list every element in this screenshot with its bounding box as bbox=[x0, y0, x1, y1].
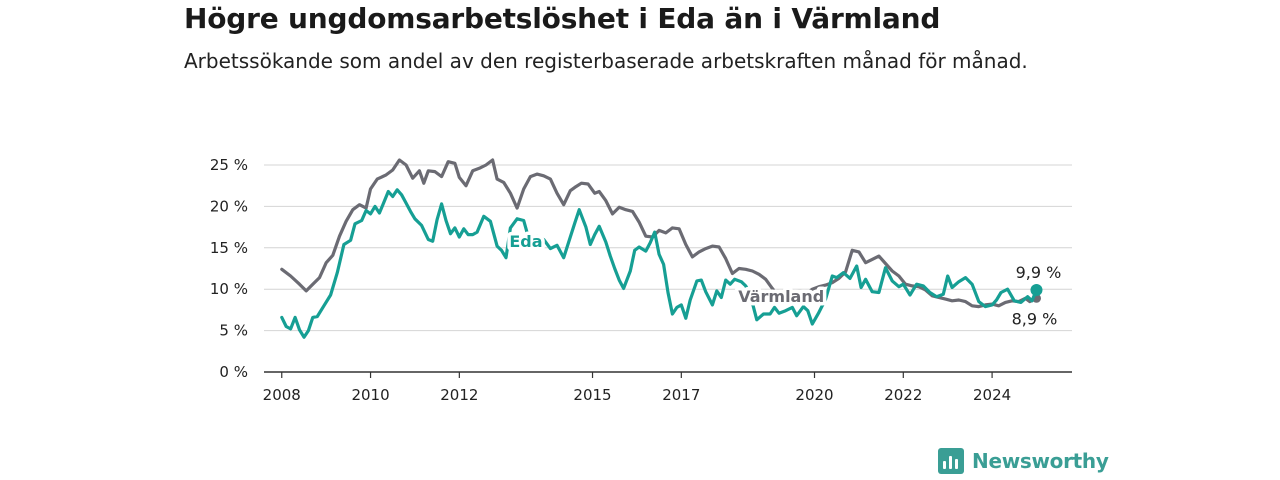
x-tick-label: 2020 bbox=[795, 386, 833, 404]
x-tick-label: 2012 bbox=[440, 386, 478, 404]
x-tick-label: 2024 bbox=[973, 386, 1011, 404]
y-tick-label: 0 % bbox=[219, 363, 248, 381]
series-label-värmland: Värmland bbox=[738, 287, 824, 306]
end-point-eda bbox=[1030, 284, 1043, 297]
series-line-eda bbox=[280, 188, 1039, 339]
y-tick-label: 15 % bbox=[210, 239, 248, 257]
bar-chart-logo-icon bbox=[938, 448, 964, 474]
y-tick-label: 20 % bbox=[210, 197, 248, 215]
x-tick-label: 2010 bbox=[351, 386, 389, 404]
line-chart: 0 % 5 % 10 % 15 % 20 % 25 % 2008 2010 2012 2015 20… bbox=[210, 156, 1072, 404]
series-label-eda: Eda bbox=[509, 232, 542, 251]
chart-subtitle: Arbetssökande som andel av den registerb… bbox=[184, 49, 1028, 73]
y-tick-label: 25 % bbox=[210, 156, 248, 174]
label-layer: Värmland Eda 9,9 % 8,9 % bbox=[506, 229, 1064, 331]
brand-logo[interactable]: Newsworthy bbox=[938, 448, 1109, 474]
x-tick-label: 2008 bbox=[263, 386, 301, 404]
end-label-varmland: 8,9 % bbox=[1012, 309, 1058, 328]
x-tick-label: 2017 bbox=[662, 386, 700, 404]
series-layer bbox=[280, 158, 1043, 339]
y-tick-label: 5 % bbox=[219, 322, 248, 340]
x-tick-label: 2022 bbox=[884, 386, 922, 404]
x-tick-label: 2015 bbox=[573, 386, 611, 404]
brand-name: Newsworthy bbox=[972, 449, 1109, 473]
grid-layer: 0 % 5 % 10 % 15 % 20 % 25 % 2008 2010 2012 2015 20… bbox=[210, 156, 1072, 404]
y-tick-label: 10 % bbox=[210, 280, 248, 298]
end-label-eda: 9,9 % bbox=[1016, 263, 1062, 282]
chart-title: Högre ungdomsarbetslöshet i Eda än i Vär… bbox=[184, 2, 941, 35]
